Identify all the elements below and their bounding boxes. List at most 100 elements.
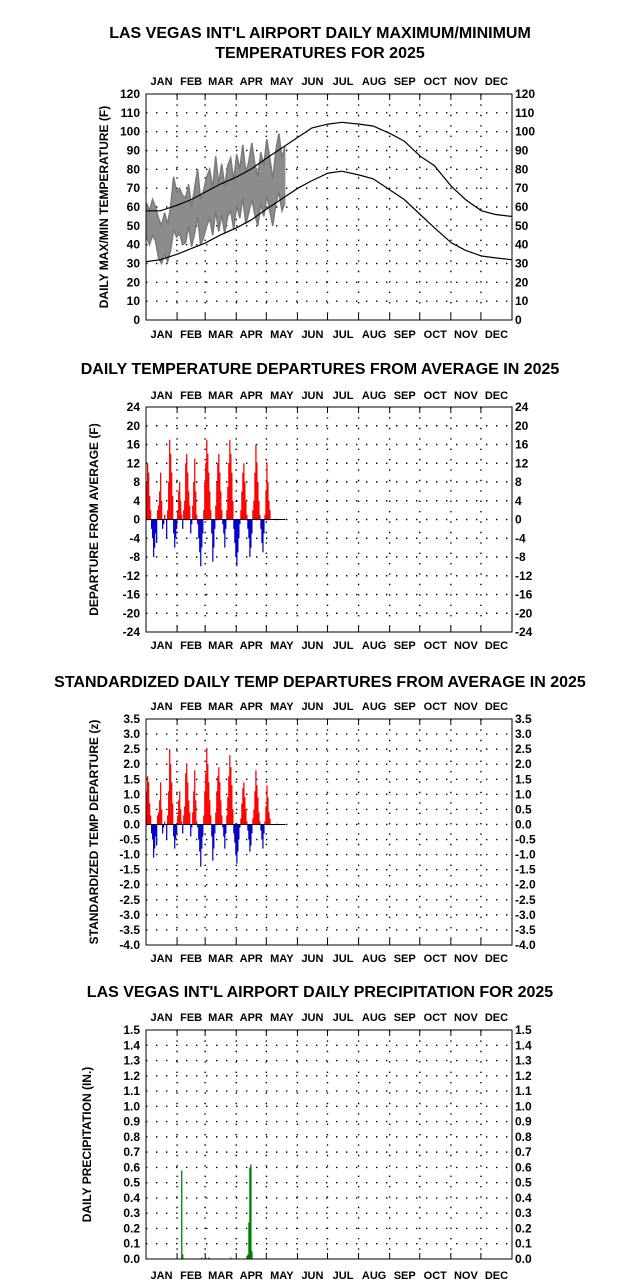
month-label-bottom: MAY: [270, 953, 294, 965]
departure-bar-below: [223, 519, 225, 534]
departure-bar-above: [196, 514, 198, 520]
departure-bar-below: [211, 519, 213, 534]
month-label-bottom: MAR: [208, 953, 233, 965]
departure-bar-below: [251, 519, 253, 534]
departure-bar-above: [218, 767, 220, 825]
month-label-top: JUN: [301, 1012, 323, 1024]
departure-bar-above: [228, 776, 230, 825]
departure-bar-below: [162, 824, 164, 834]
y-tick-label-right: 1.4: [515, 1038, 532, 1052]
month-label-bottom: JUL: [333, 1270, 354, 1282]
departure-bar-below: [191, 824, 193, 828]
departure-bar-below: [236, 824, 238, 864]
y-tick-label-right: 100: [515, 125, 535, 139]
precip-bar: [251, 1251, 253, 1259]
departure-bar-above: [203, 815, 205, 825]
departure-bar-above: [204, 482, 206, 520]
y-tick-label-left: 1.3: [123, 1054, 140, 1068]
month-label-top: AUG: [362, 76, 386, 88]
y-tick-label-left: -2.5: [119, 893, 140, 907]
y-tick-label-left: 0.3: [123, 1206, 140, 1220]
y-tick-label-left: 24: [127, 400, 141, 414]
departure-bar-below: [155, 824, 157, 837]
departure-bar-below: [211, 824, 213, 837]
departure-bar-above: [232, 500, 234, 520]
month-label-bottom: AUG: [362, 1270, 386, 1282]
observed-range-area: [146, 133, 286, 265]
departure-bar-below: [237, 824, 239, 852]
y-tick-label-left: -8: [129, 550, 140, 564]
y-tick-label-left: 3.0: [123, 727, 140, 741]
month-label-top: DEC: [485, 701, 508, 713]
month-label-bottom: FEB: [180, 1270, 202, 1282]
departure-bar-above: [265, 806, 267, 825]
departure-bar-above: [161, 500, 163, 520]
departure-bar-above: [159, 491, 161, 520]
departure-bar-below: [156, 519, 158, 543]
month-label-top: JUN: [301, 76, 323, 88]
departure-bar-below: [163, 519, 165, 525]
departure-bar-below: [153, 519, 155, 557]
y-tick-label-left: 2.5: [123, 742, 140, 756]
departure-bar-below: [154, 519, 156, 548]
plot-border: [145, 93, 513, 321]
y-tick-label-right: 1.0: [515, 787, 532, 801]
y-tick-label-right: -1.5: [515, 863, 536, 877]
departure-bar-above: [209, 491, 211, 520]
precip-bar: [208, 1257, 210, 1259]
departure-bar-below: [223, 824, 225, 837]
departure-bar-below: [249, 519, 251, 557]
month-label-top: APR: [240, 1012, 263, 1024]
departure-bar-above: [185, 773, 187, 825]
month-label-top: JUL: [333, 390, 354, 402]
month-label-bottom: MAR: [208, 329, 233, 341]
departure-bar-above: [194, 458, 196, 520]
month-label-bottom: MAR: [208, 640, 233, 652]
departure-bar-above: [189, 812, 191, 825]
departure-bar-above: [169, 749, 171, 825]
y-tick-label-right: 4: [515, 494, 522, 508]
month-label-bottom: SEP: [394, 329, 416, 341]
departure-bar-below: [174, 824, 176, 849]
departure-bar-below: [151, 824, 153, 834]
y-tick-label-left: -1.5: [119, 863, 140, 877]
departure-bar-above: [219, 782, 221, 825]
departure-bar-above: [268, 812, 270, 825]
y-tick-label-right: 1.2: [515, 1069, 532, 1083]
departure-bar-below: [224, 519, 226, 548]
y-tick-label-left: 0.0: [123, 1252, 140, 1266]
y-tick-label-left: 0.6: [123, 1160, 140, 1174]
departure-bar-above: [150, 815, 152, 825]
departure-bar-above: [268, 500, 270, 520]
y-tick-label-right: -4.0: [515, 938, 536, 952]
y-tick-label-right: 2.0: [515, 757, 532, 771]
y-tick-label-right: 0.4: [515, 1191, 532, 1205]
departure-bar-below: [166, 824, 168, 840]
month-label-top: MAY: [270, 701, 294, 713]
departure-bar-below: [199, 824, 201, 852]
month-label-bottom: JAN: [151, 329, 173, 341]
month-label-top: APR: [240, 76, 263, 88]
y-tick-label-right: 0.2: [515, 1221, 532, 1235]
departure-bar-below: [182, 824, 184, 834]
y-tick-label-left: 50: [127, 219, 141, 233]
departure-bar-above: [257, 482, 259, 520]
departure-bar-below: [176, 824, 178, 834]
departure-bar-above: [207, 453, 209, 520]
y-tick-label-left: 0.1: [123, 1237, 140, 1251]
departure-bar-above: [265, 491, 267, 520]
departure-bar-below: [201, 519, 203, 548]
month-label-top: DEC: [485, 76, 508, 88]
departure-bar-below: [212, 519, 214, 562]
departure-bar-above: [215, 505, 217, 520]
precip-bar: [181, 1170, 183, 1259]
y-tick-label-left: -0.5: [119, 833, 140, 847]
departure-bar-above: [203, 510, 205, 520]
departure-bar-below: [248, 824, 250, 840]
departure-bar-below: [238, 519, 240, 539]
departure-bar-above: [244, 797, 246, 825]
departure-bar-below: [198, 824, 200, 840]
month-label-bottom: NOV: [454, 1270, 479, 1282]
departure-bar-above: [257, 797, 259, 825]
departure-bar-above: [256, 785, 258, 825]
